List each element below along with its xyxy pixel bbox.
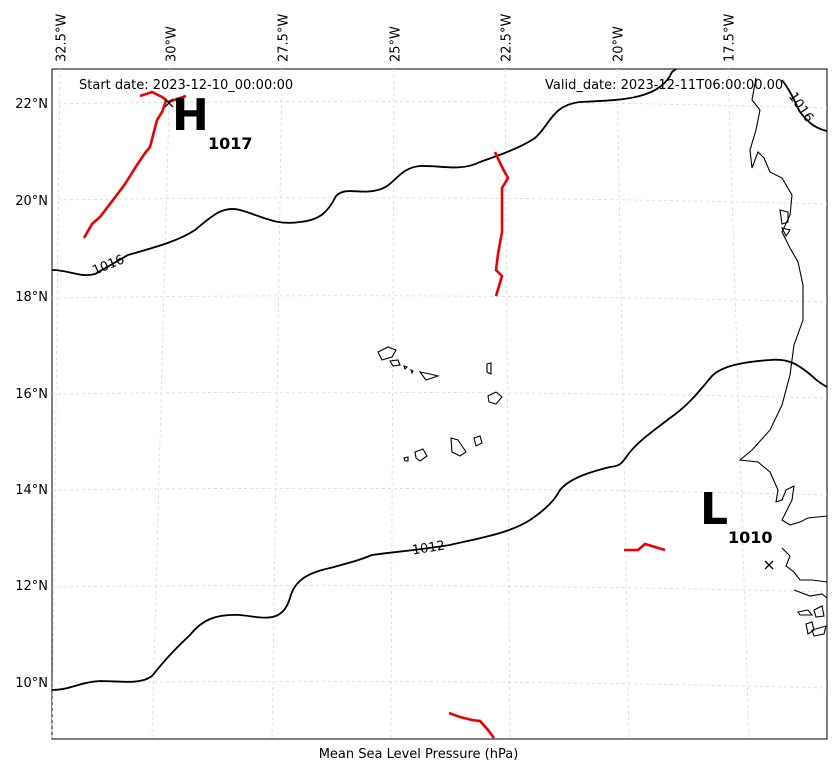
low-center-marker xyxy=(764,560,774,570)
front-central xyxy=(493,151,510,297)
lat-label-0: 22°N xyxy=(15,97,48,112)
isobar-1016-main xyxy=(51,68,677,276)
lon-label-6: 17.5°W xyxy=(722,13,738,62)
map-frame xyxy=(51,68,828,740)
lat-label-1: 20°N xyxy=(15,194,48,209)
map-caption: Mean Sea Level Pressure (hPa) xyxy=(318,747,519,762)
isobars xyxy=(51,68,828,691)
high-center-marker xyxy=(164,98,174,108)
front-south xyxy=(448,711,496,739)
lon-label-5: 20°W xyxy=(611,26,627,62)
isobar-1012 xyxy=(51,358,828,691)
low-pressure-letter: L xyxy=(700,484,729,535)
start-date: Start date: 2023-12-10_00:00:00 xyxy=(79,78,294,93)
lat-label-5: 12°N xyxy=(15,579,48,594)
center-markers xyxy=(164,98,774,570)
valid-date: Valid_date: 2023-12-11T06:00:00.00 xyxy=(545,78,784,93)
lon-label-3: 25°W xyxy=(388,26,404,62)
gridlines xyxy=(51,68,828,740)
low-pressure-value: 1010 xyxy=(728,528,773,547)
lat-label-6: 10°N xyxy=(15,676,48,691)
lon-label-0: 32.5°W xyxy=(54,13,70,62)
high-pressure-value: 1017 xyxy=(208,134,253,153)
front-west xyxy=(82,90,168,239)
lat-label-4: 14°N xyxy=(15,483,48,498)
isobar-1016-ne xyxy=(781,79,828,132)
lat-label-2: 18°N xyxy=(15,290,48,305)
lon-label-1: 30°W xyxy=(164,26,180,62)
high-pressure-letter: H xyxy=(172,90,209,141)
front-east xyxy=(624,542,666,552)
lat-label-3: 16°N xyxy=(15,387,48,402)
islands xyxy=(377,346,503,462)
fronts xyxy=(82,90,666,739)
lon-label-2: 27.5°W xyxy=(276,13,292,62)
lon-label-4: 22.5°W xyxy=(499,13,515,62)
coastline xyxy=(738,77,828,637)
